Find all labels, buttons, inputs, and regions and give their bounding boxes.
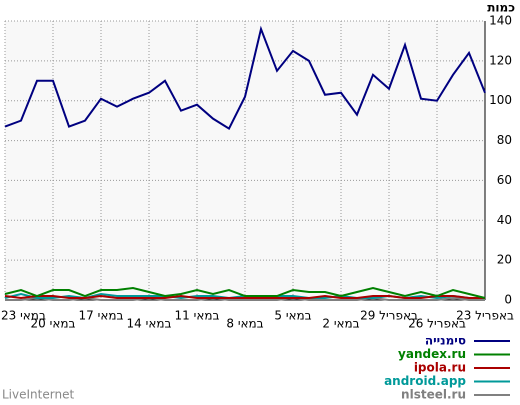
x-tick-label: 29 באפריל: [360, 309, 418, 323]
y-tick-label: 0: [504, 293, 512, 307]
plot-area: [5, 21, 485, 300]
series-line: [4, 295, 485, 300]
legend-label: android.app: [384, 374, 466, 388]
x-tick-label: 8 במאי: [226, 317, 263, 331]
y-tick-label: 60: [497, 173, 512, 187]
x-tick-label: 11 במאי: [175, 309, 220, 323]
y-tick-label: 100: [489, 93, 512, 107]
y-tick-label: 140: [489, 14, 512, 28]
y-axis-label: כמות: [487, 1, 515, 15]
x-tick-label: 26 באפריל: [408, 317, 466, 331]
x-tick-label: 23 באפריל: [456, 309, 514, 323]
y-tick-label: 80: [497, 133, 512, 147]
x-tick-label: 2 במאי: [322, 317, 359, 331]
footer: LiveInternet: [2, 388, 74, 402]
series-line: [4, 287, 486, 299]
x-tick-label: 14 במאי: [127, 317, 172, 331]
legend-label: nlsteel.ru: [401, 388, 466, 402]
series-line: [4, 25, 486, 131]
legend-label: סימנייה: [425, 334, 466, 348]
y-tick-label: 40: [497, 213, 512, 227]
x-tick-label: 23 במאי: [1, 309, 46, 323]
legend-label: yandex.ru: [398, 347, 466, 361]
y-tick-label: 20: [497, 253, 512, 267]
y-tick-label: 120: [489, 53, 512, 67]
x-tick-label: 17 במאי: [79, 309, 124, 323]
legend-label: ipola.ru: [414, 361, 466, 375]
x-tick-label: 20 במאי: [31, 317, 76, 331]
x-tick-label: 5 במאי: [274, 309, 311, 323]
